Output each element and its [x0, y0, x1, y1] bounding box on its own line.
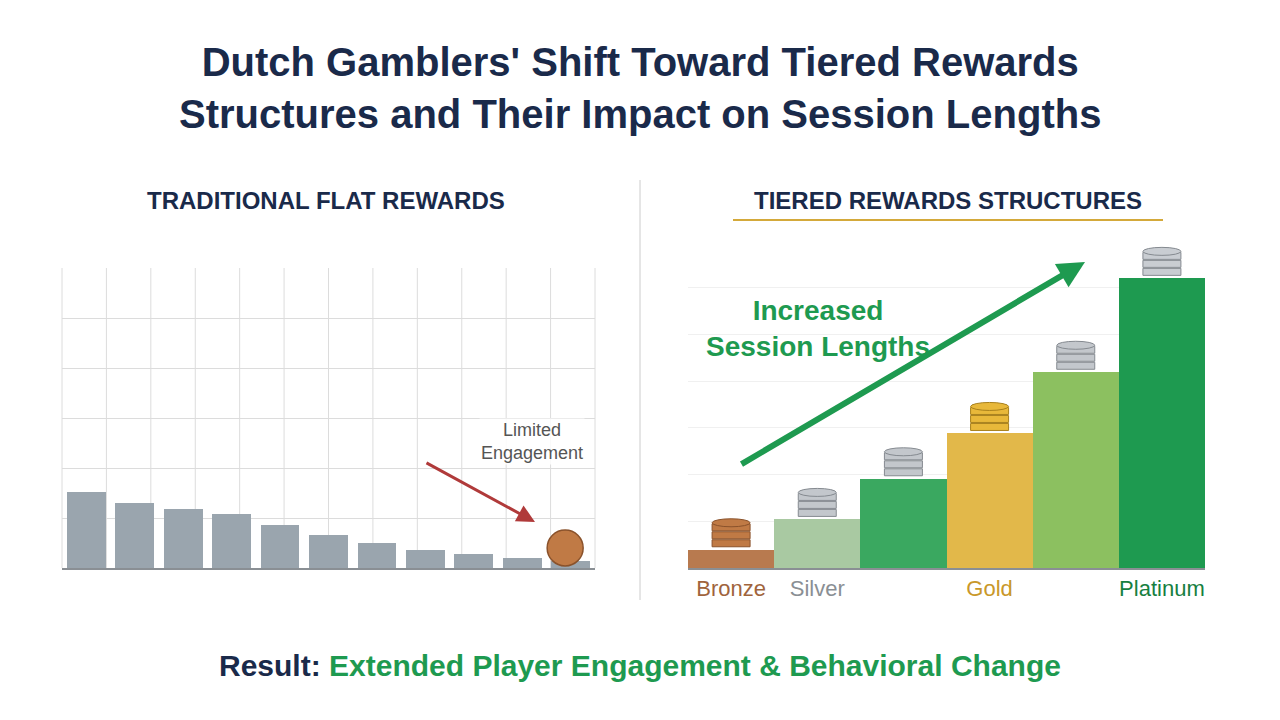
svg-text:TRADITIONAL FLAT REWARDS: TRADITIONAL FLAT REWARDS	[147, 187, 505, 214]
svg-text:TIERED REWARDS STRUCTURES: TIERED REWARDS STRUCTURES	[754, 187, 1142, 214]
svg-text:Bronze: Bronze	[696, 576, 766, 601]
svg-text:Result: Extended Player Engage: Result: Extended Player Engagement & Beh…	[219, 649, 1061, 682]
svg-text:Gold: Gold	[966, 576, 1012, 601]
svg-text:LimitedEngagement: LimitedEngagement	[481, 420, 583, 463]
svg-text:Silver: Silver	[790, 576, 845, 601]
svg-text:Platinum: Platinum	[1119, 576, 1205, 601]
svg-text:Dutch Gamblers' Shift Toward T: Dutch Gamblers' Shift Toward Tiered Rewa…	[179, 40, 1101, 136]
svg-text:IncreasedSession Lengths: IncreasedSession Lengths	[706, 295, 930, 362]
